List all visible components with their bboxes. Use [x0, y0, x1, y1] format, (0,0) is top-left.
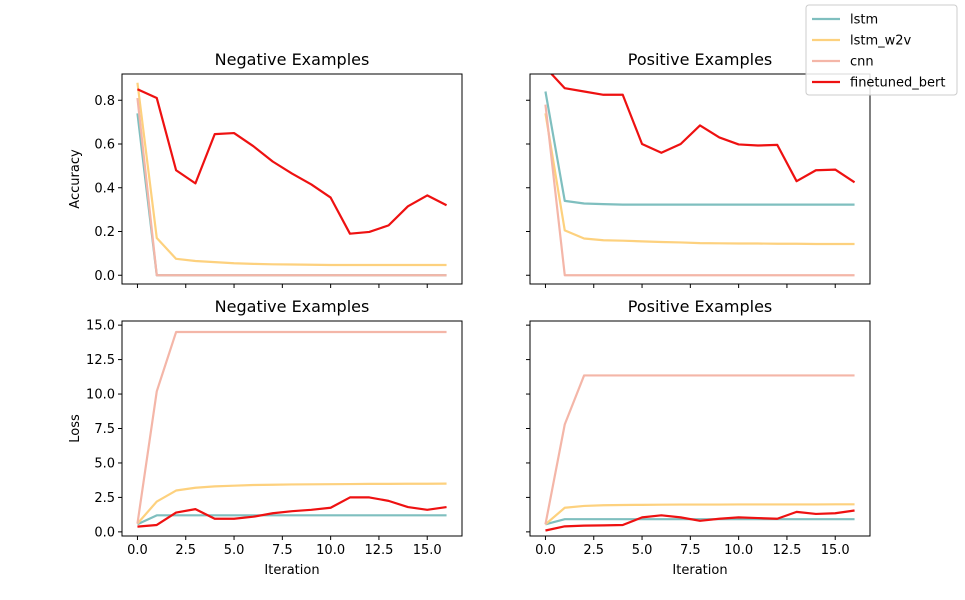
x-tick-label: 10.0	[316, 543, 345, 558]
legend-label: cnn	[850, 55, 874, 70]
subplot-4: 0.0 2.5 5.0 7.5 10.0 12.5 15.0 Positive Example…	[526, 297, 871, 578]
series-line-cnn	[544, 374, 855, 525]
y-tick-label: 10.0	[86, 388, 115, 403]
series-line-lstm-w2v	[544, 503, 855, 526]
y-tick-label: 0.2	[94, 225, 115, 240]
series-line-finetuned-bert	[550, 74, 856, 184]
subplot-title: Positive Examples	[628, 50, 773, 69]
x-tick-label: 5.0	[632, 543, 653, 558]
x-tick-label: 7.5	[680, 543, 701, 558]
y-tick-label: 12.5	[86, 353, 115, 368]
axes-frame	[529, 73, 871, 285]
x-axis-label: Iteration	[672, 563, 727, 578]
legend-entry-lstm-w2v: lstm_w2v	[812, 34, 912, 49]
y-tick-label: 5.0	[94, 456, 115, 471]
axes-frame	[121, 73, 463, 285]
series-line-lstm	[545, 518, 855, 526]
legend-label: finetuned_bert	[850, 76, 945, 91]
subplot-title: Positive Examples	[628, 297, 773, 316]
y-tick-label: 15.0	[86, 319, 115, 334]
x-tick-label: 2.5	[583, 543, 604, 558]
y-axis-label: Accuracy	[68, 149, 83, 209]
x-tick-label: 2.5	[175, 543, 196, 558]
x-tick-label: 5.0	[224, 543, 245, 558]
y-axis-label: Loss	[68, 414, 83, 443]
subplot-1: 0.0 0.2 0.4 0.6 0.8 Negative Examples Accuracy	[68, 50, 463, 288]
y-tick-label: 0.0	[94, 269, 115, 284]
legend-entry-cnn: cnn	[812, 55, 874, 70]
x-tick-label: 12.5	[364, 543, 393, 558]
series-line-lstm-w2v	[544, 113, 855, 246]
series-line-finetuned-bert	[137, 496, 447, 528]
series-line-cnn	[136, 97, 447, 277]
subplot-2: Positive Examples	[526, 50, 871, 288]
y-tick-label: 0.6	[94, 138, 115, 153]
subplot-title: Negative Examples	[215, 297, 370, 316]
series-line-cnn	[136, 330, 447, 524]
x-tick-label: 12.5	[772, 543, 801, 558]
axes-frame	[121, 320, 463, 537]
series-line-finetuned-bert	[136, 88, 448, 235]
y-tick-label: 0.0	[94, 525, 115, 540]
legend-entry-lstm: lstm	[812, 13, 878, 28]
legend-entry-finetuned-bert: finetuned_bert	[812, 76, 945, 91]
subplots: 0.0 0.2 0.4 0.6 0.8 Negative Examples Accuracy…	[68, 50, 871, 578]
series-line-lstm	[136, 514, 447, 526]
x-tick-label: 0.0	[535, 543, 556, 558]
series-line-finetuned-bert	[545, 509, 855, 532]
series-line-lstm-w2v	[136, 82, 447, 267]
series-line-lstm	[544, 91, 855, 206]
subplot-3: 0.0 2.5 5.0 7.5 10.0 12.5 15.0 0.0 2.5 5.0 7.5 10.0…	[68, 297, 463, 578]
x-tick-label: 7.5	[272, 543, 293, 558]
series-line-lstm-w2v	[136, 482, 447, 525]
x-tick-label: 10.0	[724, 543, 753, 558]
x-tick-label: 0.0	[127, 543, 148, 558]
y-tick-label: 0.4	[94, 181, 115, 196]
legend-label: lstm_w2v	[850, 34, 912, 49]
y-tick-label: 7.5	[94, 422, 115, 437]
legend-label: lstm	[850, 13, 878, 28]
y-tick-label: 2.5	[94, 491, 115, 506]
y-tick-label: 0.8	[94, 94, 115, 109]
subplot-title: Negative Examples	[215, 50, 370, 69]
series-line-lstm	[136, 113, 447, 277]
x-axis-label: Iteration	[264, 563, 319, 578]
legend-box	[805, 4, 958, 96]
series-line-cnn	[544, 104, 855, 277]
x-tick-label: 15.0	[821, 543, 850, 558]
x-tick-label: 15.0	[413, 543, 442, 558]
